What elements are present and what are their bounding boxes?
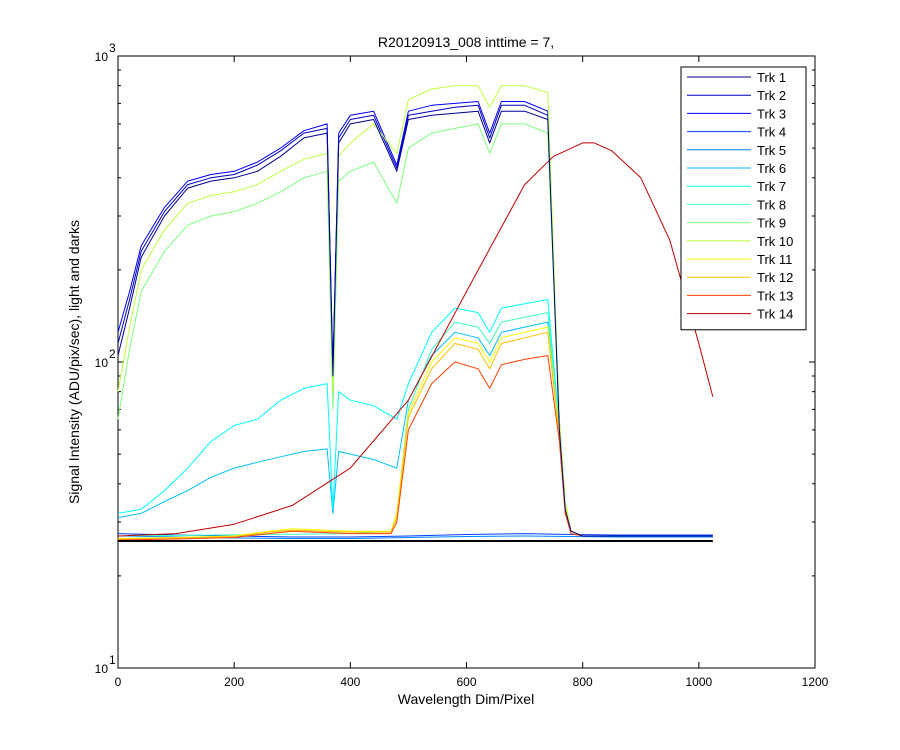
x-tick-label: 800 — [573, 675, 593, 689]
legend: Trk 1 Trk 2 Trk 3 Trk 4 Trk 5 Trk 6 Trk 7 Trk 8… — [680, 66, 807, 331]
y-tick-label: 10 — [95, 50, 109, 64]
y-tick-exponent: 1 — [109, 653, 116, 667]
y-tick-label: 10 — [95, 662, 109, 676]
series-line-trk-10 — [117, 85, 713, 537]
legend-entry: Trk 11 — [757, 252, 792, 267]
legend-entry: Trk 13 — [757, 288, 793, 303]
series-line-trk-14 — [117, 142, 714, 537]
legend-entry: Trk 1 — [757, 70, 786, 85]
x-tick-label: 600 — [456, 675, 476, 689]
series-line-trk-4 — [117, 533, 713, 538]
x-tick-label: 0 — [115, 675, 122, 689]
legend-entry: Trk 9 — [757, 216, 786, 231]
legend-entry: Trk 6 — [757, 161, 786, 176]
y-axis-label: Signal Intensity (ADU/pix/sec), light an… — [66, 220, 82, 504]
x-tick-label: 1200 — [802, 675, 829, 689]
legend-entry: Trk 8 — [757, 197, 786, 212]
y-tick-exponent: 3 — [109, 41, 116, 55]
legend-entry: Trk 12 — [757, 270, 793, 285]
legend-entry: Trk 5 — [757, 143, 786, 158]
x-tick-label: 200 — [224, 675, 244, 689]
series-line-trk-1 — [117, 110, 713, 537]
legend-box — [680, 66, 807, 331]
legend-entry: Trk 7 — [757, 179, 786, 194]
x-tick-label: 1000 — [685, 675, 712, 689]
x-axis-label: Wavelength Dim/Pixel — [398, 691, 534, 707]
legend-entry: Trk 2 — [757, 88, 786, 103]
x-tick-label: 400 — [340, 675, 360, 689]
legend-entry: Trk 4 — [757, 125, 786, 140]
series-lines — [117, 85, 714, 542]
legend-entry: Trk 3 — [757, 106, 786, 121]
y-tick-exponent: 2 — [109, 347, 116, 361]
legend-entry: Trk 14 — [757, 307, 793, 322]
series-line-trk-7 — [117, 299, 713, 537]
legend-entry: Trk 10 — [757, 234, 793, 249]
chart-title: R20120913_008 inttime = 7, — [378, 34, 554, 50]
y-tick-label: 10 — [95, 356, 109, 370]
